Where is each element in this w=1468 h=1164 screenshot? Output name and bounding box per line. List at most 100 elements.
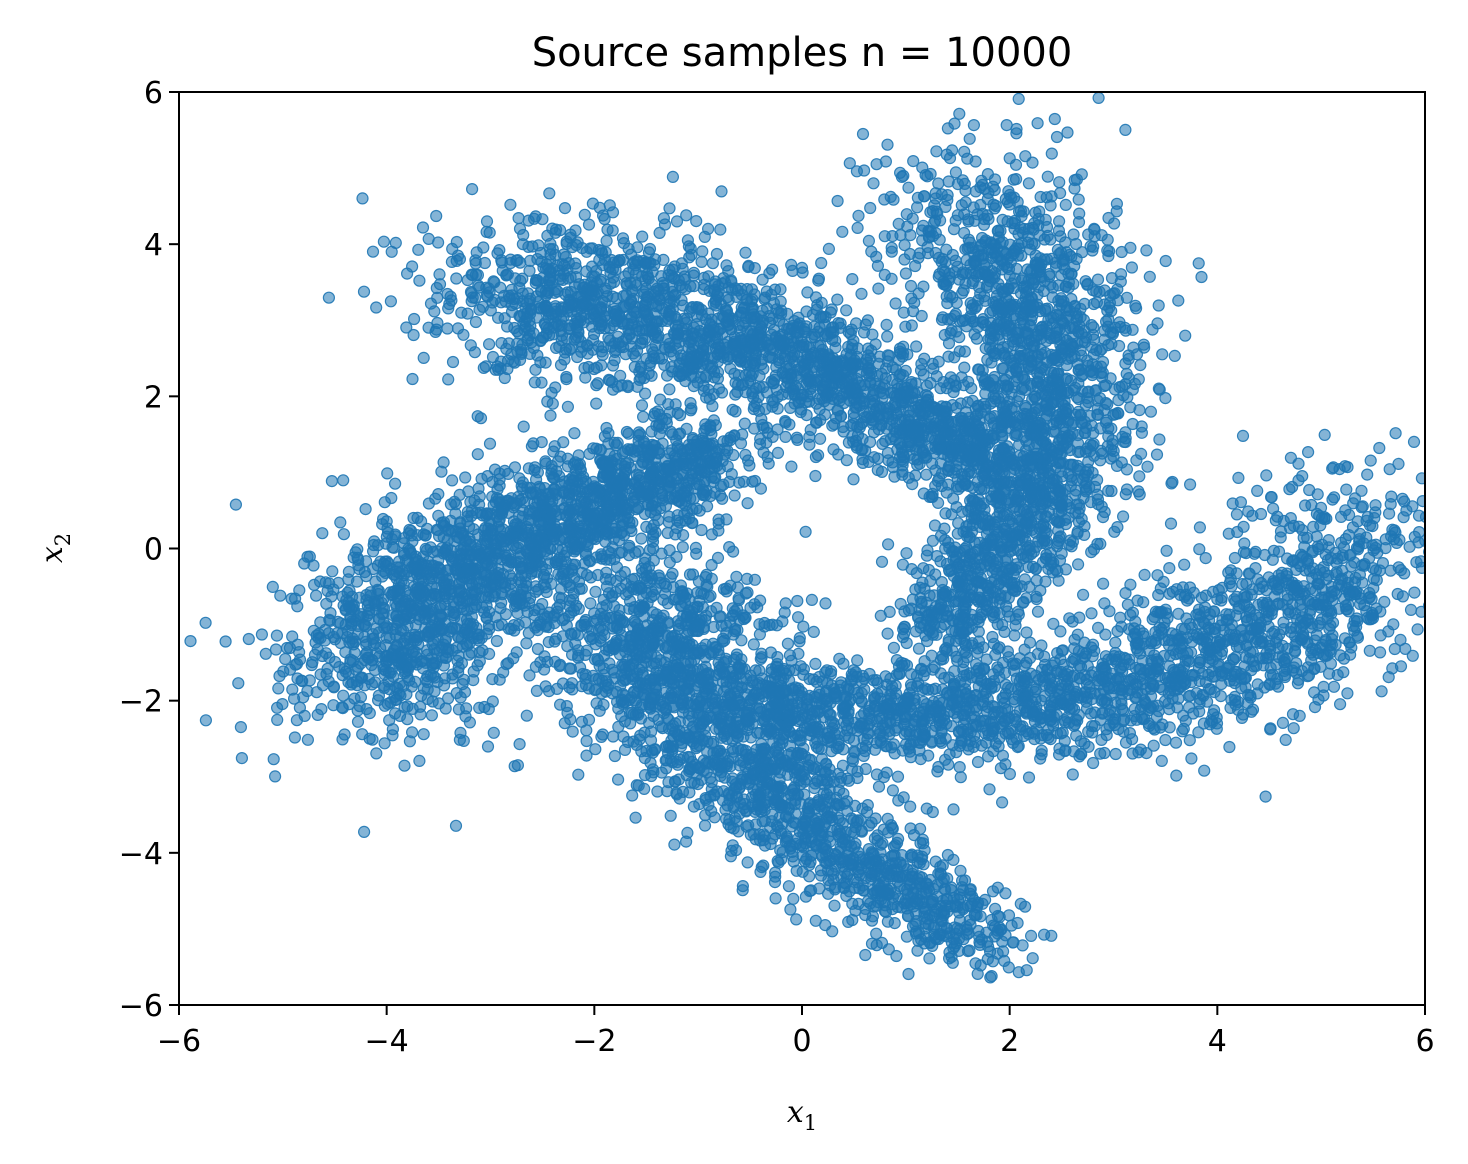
data-point [1119, 123, 1132, 136]
data-point [374, 641, 387, 655]
data-point [398, 595, 411, 608]
data-point [501, 268, 514, 281]
data-point [745, 325, 758, 338]
data-point [401, 267, 414, 280]
data-point [337, 474, 350, 487]
data-point [699, 418, 712, 431]
data-point [843, 383, 856, 396]
data-point [610, 452, 623, 466]
data-point [412, 243, 425, 256]
data-point [673, 443, 687, 456]
data-point [411, 562, 424, 575]
data-point [288, 731, 301, 744]
data-point [337, 528, 350, 541]
data-point [557, 436, 570, 449]
data-point [537, 261, 550, 274]
data-point [255, 628, 268, 641]
data-point [561, 286, 574, 299]
data-point [687, 269, 700, 282]
data-point [273, 669, 286, 683]
data-point [393, 555, 406, 568]
data-point [372, 689, 385, 702]
data-point [369, 597, 382, 610]
data-point [617, 237, 631, 250]
data-point [290, 657, 304, 671]
data-point [555, 478, 568, 491]
data-point [391, 639, 404, 653]
data-point [555, 334, 568, 347]
data-point [326, 565, 339, 578]
data-point [446, 355, 460, 369]
data-point [709, 451, 723, 464]
data-point [594, 453, 607, 466]
data-point [511, 337, 524, 350]
data-point [690, 215, 703, 228]
data-point [592, 315, 605, 328]
data-point [914, 399, 928, 412]
data-point [727, 448, 740, 462]
data-point [881, 138, 894, 151]
data-point [748, 400, 761, 413]
data-point [750, 312, 764, 325]
data-point [494, 524, 507, 537]
data-point [509, 595, 522, 608]
data-point [873, 411, 886, 424]
data-point [269, 770, 282, 783]
data-point [672, 428, 685, 441]
data-point [738, 417, 751, 430]
data-point [270, 629, 283, 642]
data-point [377, 607, 390, 620]
data-point [314, 575, 327, 588]
data-point [411, 511, 424, 525]
data-point [435, 465, 448, 478]
data-point [463, 578, 476, 592]
data-point [755, 413, 768, 426]
data-point [528, 464, 541, 477]
data-point [358, 565, 371, 579]
data-point [549, 300, 562, 313]
data-point [685, 248, 698, 261]
data-point [587, 285, 600, 298]
data-point [608, 308, 621, 321]
data-point [812, 274, 825, 287]
data-point [866, 328, 879, 341]
data-point [657, 212, 671, 225]
data-point [561, 460, 575, 473]
data-point [334, 516, 347, 529]
data-point [1020, 626, 1033, 639]
data-point [386, 723, 399, 736]
data-point [446, 668, 459, 681]
data-point [351, 543, 364, 556]
data-point [1141, 460, 1154, 473]
data-point [487, 726, 500, 739]
data-point [272, 682, 285, 695]
data-point [815, 310, 828, 323]
data-point [337, 599, 350, 612]
data-point [371, 583, 384, 597]
data-point [771, 402, 784, 415]
data-point [378, 737, 391, 750]
data-point [573, 462, 587, 475]
data-point [976, 77, 987, 88]
data-point [747, 338, 760, 351]
data-point [469, 291, 482, 304]
data-point [641, 270, 654, 283]
data-point [466, 183, 479, 196]
data-point [643, 242, 657, 256]
data-point [378, 699, 391, 712]
data-point [1144, 405, 1158, 418]
data-point [425, 709, 438, 722]
data-point [700, 500, 714, 513]
data-point [643, 359, 656, 372]
data-point [803, 438, 816, 451]
data-point [635, 399, 649, 412]
data-point [586, 343, 599, 356]
data-point [356, 728, 369, 741]
data-point [874, 609, 887, 622]
data-point [483, 437, 497, 450]
data-point [967, 118, 981, 132]
data-point [687, 280, 701, 293]
data-point [930, 145, 943, 158]
data-point [1076, 588, 1090, 601]
data-point [584, 597, 597, 610]
